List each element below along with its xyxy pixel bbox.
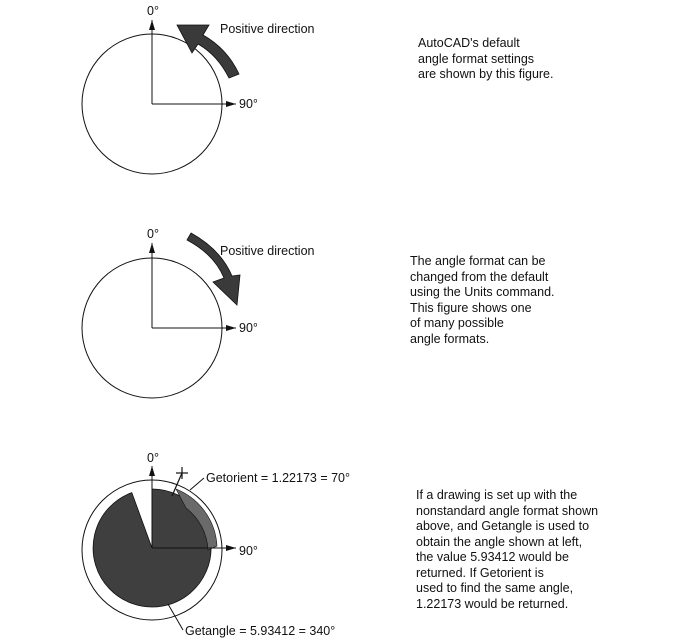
figure-1-zero-label: 0° [147, 4, 159, 18]
figure-2-description: The angle format can be changed from the… [410, 254, 555, 346]
figure-2-zero-arrowhead [149, 243, 155, 253]
figure-3-getangle-getorient: 0° 90° Getorient = 1.22173 = 70° Getangl… [81, 451, 350, 638]
figure-2-direction-label: Positive direction [220, 244, 315, 258]
figure-3-zero-label: 0° [147, 451, 159, 465]
figure-1-ninety-label: 90° [239, 97, 258, 111]
figure-1-ninety-arrowhead [226, 101, 236, 107]
figure-2-ninety-arrowhead [226, 325, 236, 331]
figure-1-zero-arrowhead [149, 20, 155, 30]
figure-2-zero-label: 0° [147, 227, 159, 241]
figure-1-direction-label: Positive direction [220, 22, 315, 36]
figure-3-point-marker-icon [171, 467, 188, 497]
figure-2-direction-arrow-icon [186, 232, 241, 306]
figure-1-description: AutoCAD's default angle format settings … [418, 36, 554, 81]
figure-3-ninety-arrowhead [226, 545, 236, 551]
figure-3-getorient-sector [175, 488, 218, 551]
figure-1-default-angle: 0° 90° Positive direction [81, 4, 315, 175]
figure-3-description: If a drawing is set up with the nonstand… [416, 488, 599, 611]
figure-1-direction-arrow-icon [176, 24, 240, 79]
figure-2-alternate-angle: 0° 90° Positive direction [81, 227, 315, 399]
figure-3-ninety-label: 90° [239, 544, 258, 558]
figure-3-getorient-label: Getorient = 1.22173 = 70° [206, 471, 350, 485]
figure-3-getorient-leader [189, 477, 205, 491]
figure-3-getangle-label: Getangle = 5.93412 = 340° [185, 624, 335, 638]
figure-3-zero-arrowhead [149, 466, 155, 476]
figure-3-getangle-leader [167, 603, 184, 631]
figure-2-ninety-label: 90° [239, 321, 258, 335]
